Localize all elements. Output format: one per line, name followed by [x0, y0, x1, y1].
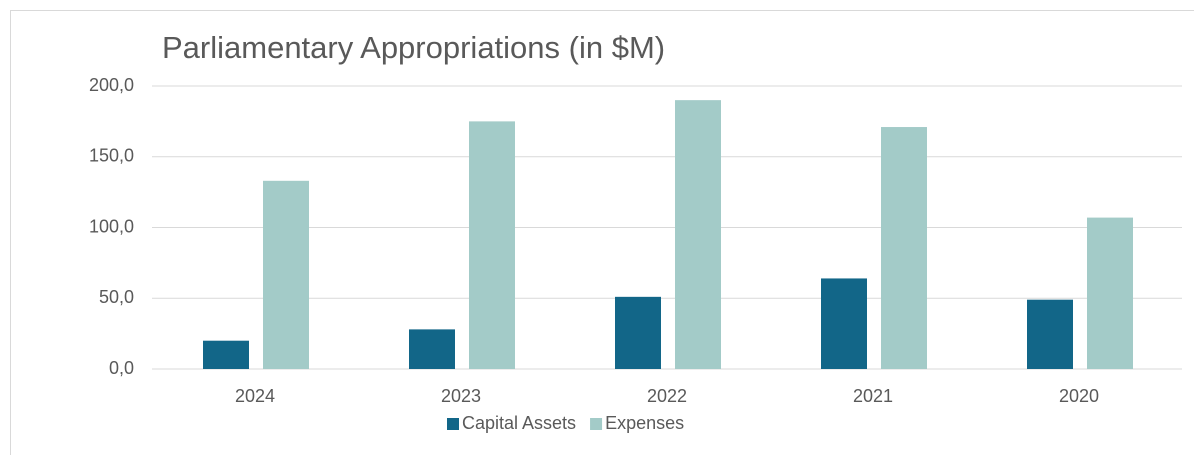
bar — [1027, 299, 1073, 369]
y-tick-label: 150,0 — [89, 146, 134, 166]
bar — [675, 100, 721, 370]
bar — [409, 329, 455, 369]
legend-label: Expenses — [605, 413, 684, 433]
x-tick-label: 2023 — [441, 386, 481, 406]
legend-label: Capital Assets — [462, 413, 576, 433]
chart-title: Parliamentary Appropriations (in $M) — [162, 30, 665, 65]
legend-swatch — [447, 418, 459, 430]
y-tick-label: 0,0 — [109, 358, 134, 378]
y-tick-label: 50,0 — [99, 287, 134, 307]
x-tick-label: 2021 — [853, 386, 893, 406]
bar — [1087, 217, 1133, 369]
bar — [615, 296, 661, 369]
y-tick-label: 100,0 — [89, 216, 134, 236]
x-tick-label: 2024 — [235, 386, 275, 406]
x-tick-label: 2022 — [647, 386, 687, 406]
bar — [203, 340, 249, 369]
x-tick-label: 2020 — [1059, 386, 1099, 406]
bar — [821, 278, 867, 369]
bar — [881, 127, 927, 369]
chart-frame — [10, 10, 1194, 455]
bar — [469, 121, 515, 369]
legend-swatch — [590, 418, 603, 430]
bar — [263, 180, 309, 369]
y-tick-label: 200,0 — [89, 75, 134, 95]
